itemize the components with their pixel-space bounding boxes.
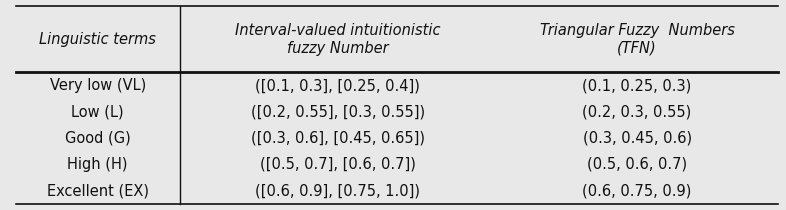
Text: High (H): High (H): [68, 157, 128, 172]
Text: Linguistic terms: Linguistic terms: [39, 32, 156, 47]
Text: ([0.5, 0.7], [0.6, 0.7]): ([0.5, 0.7], [0.6, 0.7]): [260, 157, 416, 172]
Text: (0.3, 0.45, 0.6): (0.3, 0.45, 0.6): [582, 131, 692, 146]
Text: (0.1, 0.25, 0.3): (0.1, 0.25, 0.3): [582, 78, 692, 93]
Text: (0.6, 0.75, 0.9): (0.6, 0.75, 0.9): [582, 183, 692, 198]
Text: (0.5, 0.6, 0.7): (0.5, 0.6, 0.7): [587, 157, 687, 172]
Text: Low (L): Low (L): [72, 104, 124, 119]
Text: ([0.6, 0.9], [0.75, 1.0]): ([0.6, 0.9], [0.75, 1.0]): [255, 183, 421, 198]
Text: Triangular Fuzzy  Numbers
(TFN): Triangular Fuzzy Numbers (TFN): [540, 23, 735, 56]
Text: Good (G): Good (G): [64, 131, 130, 146]
Text: Excellent (EX): Excellent (EX): [46, 183, 149, 198]
Text: Interval-valued intuitionistic
fuzzy Number: Interval-valued intuitionistic fuzzy Num…: [235, 23, 441, 56]
Text: ([0.1, 0.3], [0.25, 0.4]): ([0.1, 0.3], [0.25, 0.4]): [255, 78, 421, 93]
Text: Very low (VL): Very low (VL): [50, 78, 146, 93]
Text: ([0.2, 0.55], [0.3, 0.55]): ([0.2, 0.55], [0.3, 0.55]): [251, 104, 425, 119]
Text: ([0.3, 0.6], [0.45, 0.65]): ([0.3, 0.6], [0.45, 0.65]): [251, 131, 425, 146]
Text: (0.2, 0.3, 0.55): (0.2, 0.3, 0.55): [582, 104, 692, 119]
